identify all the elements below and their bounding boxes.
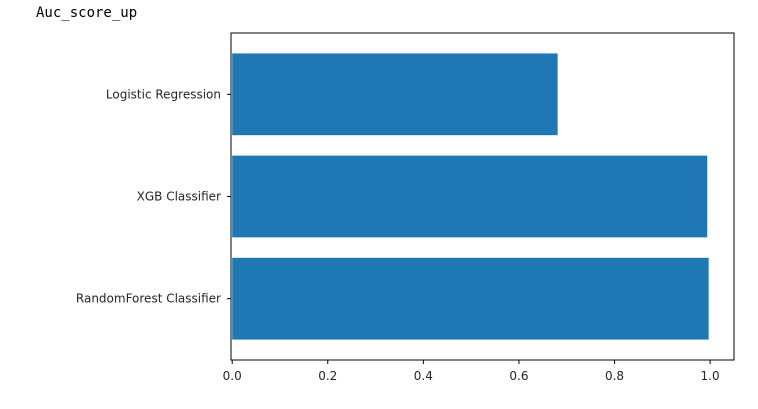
cell-output-text: Auc_score_up	[36, 5, 138, 21]
x-tick-label: 1.0	[701, 369, 720, 383]
y-ticks-layer: RandomForest Classifier XGB Classifier Log…	[76, 87, 231, 306]
x-tick-label: 0.4	[414, 369, 433, 383]
x-ticks-layer: 0.0 0.2 0.4 0.6 0.8 1.0	[223, 360, 720, 383]
bar-logistic-regression	[232, 53, 558, 136]
x-tick-label: 0.8	[605, 369, 624, 383]
x-tick-label: 0.6	[509, 369, 528, 383]
y-tick-label-randomforest-classifier: RandomForest Classifier	[76, 292, 221, 306]
bars-layer	[232, 53, 709, 340]
y-tick-label-logistic-regression: Logistic Regression	[106, 87, 221, 101]
x-tick-label: 0.0	[223, 369, 242, 383]
bar-xgb-classifier	[232, 155, 708, 238]
y-tick-label-xgb-classifier: XGB Classifier	[137, 190, 221, 204]
x-tick-label: 0.2	[318, 369, 337, 383]
bar-randomforest-classifier	[232, 257, 709, 340]
